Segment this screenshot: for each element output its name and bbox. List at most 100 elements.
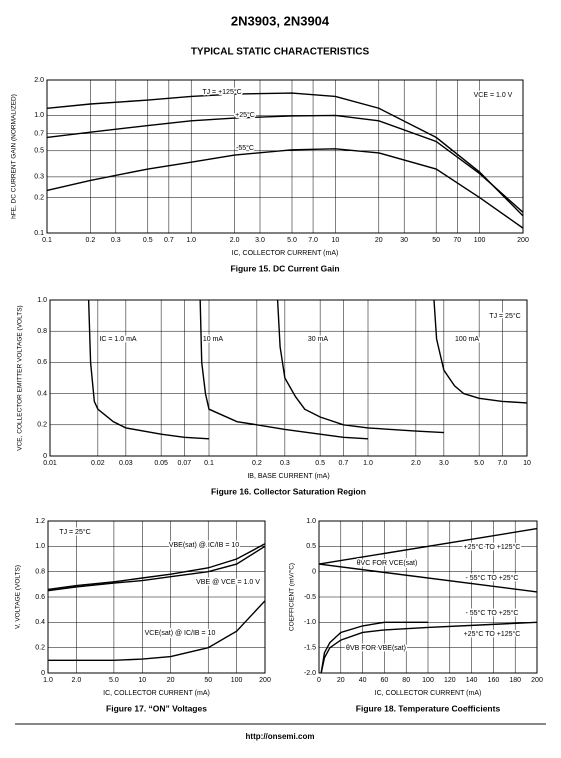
x-axis-label: IC, COLLECTOR CURRENT (mA)	[103, 690, 210, 697]
y-tick-label: 1.2	[35, 518, 45, 525]
annotation: θVC FOR VCE(sat)	[357, 560, 418, 567]
y-tick-label: 0.6	[37, 359, 47, 366]
series-label: +25°C TO +125°C	[464, 630, 521, 638]
series-label: - 55°C TO +25°C	[465, 609, 518, 617]
x-tick-label: 200	[517, 237, 529, 244]
series-label: 10 mA	[203, 336, 224, 343]
annotation: VCE = 1.0 V	[474, 92, 513, 99]
y-axis-label: COEFFICIENT (mV/°C)	[288, 563, 296, 631]
figure-title: Figure 15. DC Current Gain	[230, 263, 339, 273]
x-tick-label: 0.7	[339, 460, 349, 467]
series-label: IC = 1.0 mA	[99, 336, 136, 343]
x-tick-label: 70	[453, 237, 461, 244]
y-tick-label: 0.4	[35, 619, 45, 626]
y-tick-label: 0.8	[37, 328, 47, 335]
y-tick-label: 0.5	[34, 148, 44, 155]
x-tick-label: 0.05	[154, 460, 168, 467]
data-line	[320, 621, 538, 674]
figure-title: Figure 17. “ON” Voltages	[106, 703, 207, 713]
y-tick-label: 1.0	[35, 543, 45, 550]
x-tick-label: 5.0	[474, 460, 484, 467]
series-label: VCE(sat) @ IC/IB = 10	[145, 630, 216, 637]
y-tick-label: 1.0	[306, 518, 316, 525]
y-tick-label: 0.1	[34, 230, 44, 237]
x-tick-label: 0.07	[178, 460, 192, 467]
y-tick-label: 0.6	[35, 594, 45, 601]
y-tick-label: 0	[312, 569, 316, 576]
x-tick-label: 10	[523, 460, 531, 467]
y-tick-label: 0	[43, 453, 47, 460]
data-line	[48, 600, 266, 662]
x-tick-label: 200	[259, 677, 271, 684]
y-tick-label: 2.0	[34, 77, 44, 84]
x-tick-label: 80	[402, 677, 410, 684]
annotation: TJ = 25°C	[59, 528, 90, 536]
figure-title: Figure 18. Temperature Coefficients	[356, 703, 501, 713]
x-axis-label: IB, BASE CURRENT (mA)	[247, 473, 329, 480]
x-tick-label: 5.0	[109, 677, 119, 684]
y-tick-label: -2.0	[304, 670, 316, 677]
x-tick-label: 10	[138, 677, 146, 684]
y-tick-label: 0.2	[37, 422, 47, 429]
plot-area	[50, 300, 527, 456]
data-line	[46, 148, 524, 229]
series-label: 30 mA	[308, 336, 329, 343]
data-line	[276, 299, 444, 434]
x-tick-label: 1.0	[363, 460, 373, 467]
y-tick-label: 0.2	[34, 194, 44, 201]
y-tick-label: 0	[41, 670, 45, 677]
y-tick-label: 0.4	[37, 390, 47, 397]
x-tick-label: 200	[531, 677, 543, 684]
data-line	[87, 299, 210, 440]
x-tick-label: 0.5	[143, 237, 153, 244]
x-tick-label: 100	[474, 237, 486, 244]
x-tick-label: 3.0	[439, 460, 449, 467]
x-tick-label: 0.5	[315, 460, 325, 467]
series-label: +25°C	[235, 111, 255, 119]
x-tick-label: 100	[422, 677, 434, 684]
x-tick-label: 0.03	[119, 460, 133, 467]
x-tick-label: 180	[509, 677, 521, 684]
x-tick-label: 3.0	[255, 237, 265, 244]
x-tick-label: 160	[488, 677, 500, 684]
y-tick-label: 0.8	[35, 569, 45, 576]
series-label: - 55°C TO +25°C	[465, 574, 518, 582]
y-tick-label: 1.0	[37, 297, 47, 304]
series-label: -55°C	[236, 144, 254, 152]
x-tick-label: 100	[231, 677, 243, 684]
x-tick-label: 2.0	[411, 460, 421, 467]
y-tick-label: 1.0	[34, 112, 44, 119]
x-tick-label: 0.01	[43, 460, 57, 467]
x-tick-label: 0.3	[111, 237, 121, 244]
y-tick-label: 0.3	[34, 174, 44, 181]
x-tick-label: 0	[317, 677, 321, 684]
x-tick-label: 30	[400, 237, 408, 244]
y-tick-label: 0.2	[35, 645, 45, 652]
x-tick-label: 0.3	[280, 460, 290, 467]
x-tick-label: 0.7	[164, 237, 174, 244]
plot-frame	[46, 79, 524, 234]
annotation: θVB FOR VBE(sat)	[346, 645, 406, 652]
data-line	[320, 621, 428, 674]
y-tick-label: 0.7	[34, 130, 44, 137]
series-label: VBE @ VCE = 1.0 V	[196, 579, 260, 586]
x-tick-label: 2.0	[72, 677, 82, 684]
series-label: TJ = +125°C	[202, 88, 241, 96]
x-tick-label: 1.0	[186, 237, 196, 244]
data-line	[46, 92, 524, 217]
x-tick-label: 1.0	[43, 677, 53, 684]
x-tick-label: 5.0	[287, 237, 297, 244]
x-tick-label: 0.2	[252, 460, 262, 467]
page-title: 2N3903, 2N3904	[231, 13, 330, 28]
plot-frame	[47, 520, 266, 674]
x-tick-label: 0.2	[86, 237, 96, 244]
x-tick-label: 60	[381, 677, 389, 684]
plot-frame	[318, 520, 538, 674]
x-tick-label: 40	[359, 677, 367, 684]
plot-frame	[49, 299, 528, 457]
data-line	[47, 545, 266, 592]
y-axis-label: VCE, COLLECTOR EMITTER VOLTAGE (VOLTS)	[17, 305, 24, 450]
series-label: 100 mA	[455, 336, 479, 343]
data-line	[318, 563, 538, 593]
